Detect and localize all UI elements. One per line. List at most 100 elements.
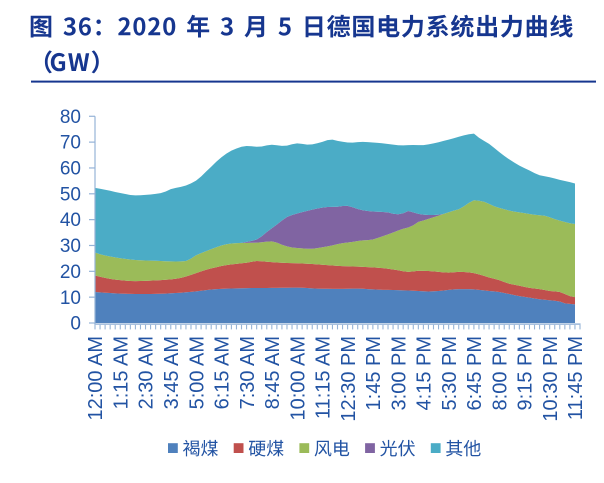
legend-swatch-lignite bbox=[168, 443, 178, 453]
x-axis-label: 11:45 PM bbox=[565, 336, 587, 420]
x-tick bbox=[352, 324, 354, 330]
y-axis-label: 40 bbox=[60, 210, 81, 231]
x-axis-label: 2:30 AM bbox=[136, 336, 158, 409]
legend-label-lignite bbox=[183, 439, 218, 457]
x-tick bbox=[569, 324, 571, 330]
x-tick bbox=[443, 324, 445, 330]
y-tick bbox=[89, 141, 95, 143]
x-tick bbox=[336, 324, 339, 330]
x-tick bbox=[291, 324, 293, 330]
legend-item-wind bbox=[299, 439, 350, 457]
legend-item-other bbox=[430, 439, 481, 457]
x-axis-label: 1:45 PM bbox=[363, 336, 385, 410]
x-axis-line bbox=[94, 323, 581, 325]
x-tick bbox=[281, 324, 283, 330]
x-tick bbox=[286, 324, 288, 330]
x-tick bbox=[362, 324, 364, 330]
x-tick bbox=[155, 324, 157, 330]
y-axis-label: 70 bbox=[60, 133, 81, 154]
area-wind bbox=[95, 200, 575, 298]
x-tick bbox=[554, 324, 556, 330]
y-tick bbox=[89, 193, 95, 195]
y-axis-label: 30 bbox=[60, 236, 81, 257]
x-tick bbox=[195, 324, 197, 330]
area-lignite bbox=[95, 287, 575, 323]
legend-swatch-other bbox=[430, 443, 441, 453]
x-tick bbox=[342, 324, 344, 330]
y-axis-label: 0 bbox=[70, 314, 81, 335]
x-axis-label: 1:15 AM bbox=[110, 336, 132, 409]
x-tick bbox=[473, 324, 475, 330]
x-tick bbox=[468, 324, 470, 330]
x-tick bbox=[215, 324, 217, 330]
legend-swatch-wind bbox=[299, 443, 310, 453]
x-tick bbox=[564, 324, 566, 330]
x-tick bbox=[503, 324, 505, 330]
y-axis-label: 10 bbox=[60, 288, 81, 309]
x-tick bbox=[549, 324, 551, 330]
x-tick bbox=[230, 324, 232, 330]
x-tick bbox=[448, 324, 450, 330]
legend-label-hardcoal bbox=[248, 439, 284, 457]
x-axis-label: 12:00 AM bbox=[85, 336, 107, 421]
x-tick bbox=[150, 324, 152, 330]
x-tick bbox=[235, 324, 238, 330]
legend-swatch-solar bbox=[365, 443, 375, 453]
x-tick bbox=[528, 324, 531, 330]
x-tick bbox=[119, 324, 121, 330]
x-tick bbox=[478, 324, 480, 330]
x-tick bbox=[518, 324, 520, 330]
x-axis-label: 8:45 AM bbox=[262, 336, 284, 409]
y-tick bbox=[89, 115, 95, 117]
x-axis-label: 10:30 PM bbox=[540, 336, 562, 422]
x-tick bbox=[160, 324, 162, 330]
x-tick bbox=[493, 324, 495, 330]
x-tick bbox=[539, 324, 541, 330]
legend-item-solar bbox=[365, 439, 415, 457]
x-tick bbox=[139, 324, 142, 330]
x-tick bbox=[437, 324, 440, 330]
x-tick bbox=[498, 324, 500, 330]
x-axis-label: 3:00 PM bbox=[388, 336, 410, 410]
x-tick bbox=[392, 324, 394, 330]
x-axis-label: 6:45 PM bbox=[464, 336, 486, 410]
chart-areas bbox=[95, 133, 575, 323]
y-axis-label: 80 bbox=[60, 107, 81, 128]
x-axis-label: 5:00 AM bbox=[186, 336, 208, 409]
x-tick bbox=[225, 324, 227, 330]
x-axis-label: 4:15 PM bbox=[414, 336, 436, 410]
x-axis-label: 6:15 AM bbox=[212, 336, 234, 409]
x-tick bbox=[109, 324, 111, 330]
y-tick bbox=[89, 322, 95, 324]
x-tick bbox=[144, 324, 147, 330]
x-tick bbox=[513, 324, 515, 330]
x-tick bbox=[99, 324, 101, 330]
x-tick bbox=[134, 324, 136, 330]
x-tick bbox=[104, 324, 106, 330]
x-axis-label: 12:30 PM bbox=[338, 336, 360, 422]
x-tick bbox=[367, 324, 369, 330]
x-tick bbox=[200, 324, 202, 330]
x-tick bbox=[453, 324, 455, 330]
x-tick bbox=[458, 324, 460, 330]
figure-title-line2 bbox=[44, 50, 99, 74]
legend-item-hardcoal bbox=[233, 439, 284, 457]
x-tick bbox=[523, 324, 525, 330]
x-tick bbox=[94, 324, 96, 330]
x-axis-label: 9:15 PM bbox=[515, 336, 537, 410]
x-tick bbox=[306, 324, 308, 330]
chart-axes bbox=[89, 115, 581, 330]
area-hardcoal bbox=[95, 260, 575, 305]
x-axis-label: 5:30 PM bbox=[439, 336, 461, 410]
y-axis-line bbox=[94, 116, 96, 325]
x-tick bbox=[574, 324, 576, 330]
x-tick bbox=[220, 324, 222, 330]
x-tick bbox=[402, 324, 404, 330]
x-tick bbox=[114, 324, 116, 330]
x-tick bbox=[326, 324, 328, 330]
x-tick bbox=[463, 324, 465, 330]
x-tick bbox=[301, 324, 303, 330]
x-tick bbox=[412, 324, 414, 330]
x-tick bbox=[240, 324, 243, 330]
